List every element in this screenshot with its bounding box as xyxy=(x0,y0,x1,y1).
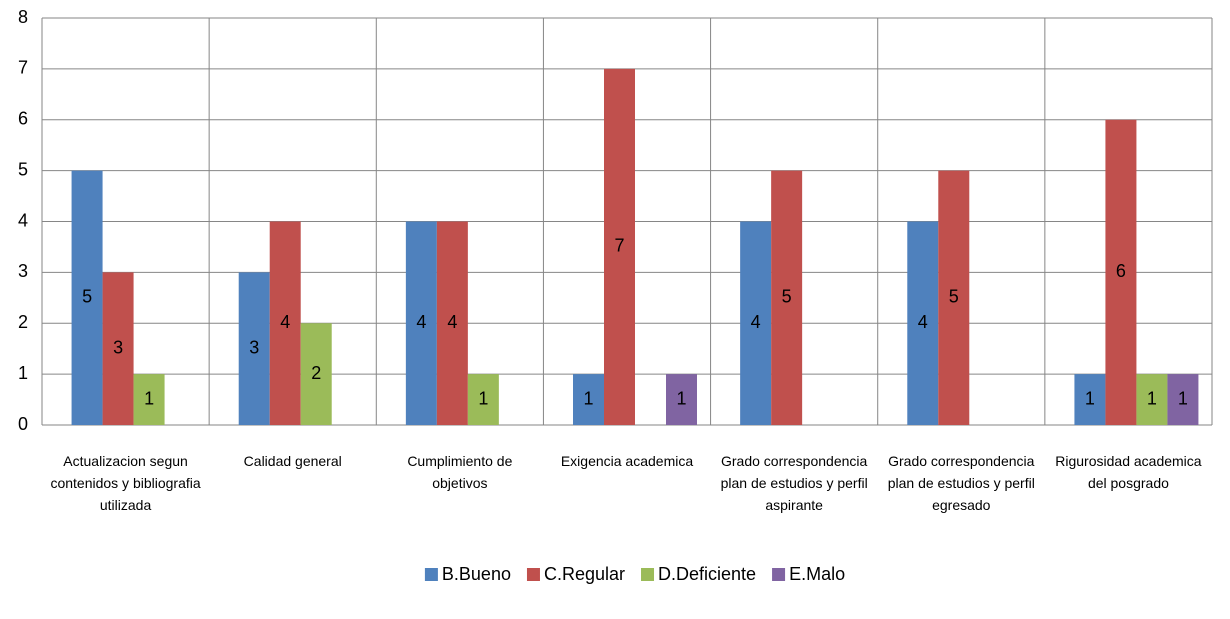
legend-swatch xyxy=(772,568,786,581)
data-label: 1 xyxy=(1147,388,1157,408)
bar xyxy=(133,374,165,425)
bar xyxy=(102,272,134,425)
bar xyxy=(436,221,468,425)
y-tick-label: 3 xyxy=(18,261,28,281)
data-label: 1 xyxy=(478,388,488,408)
y-tick-label: 7 xyxy=(18,58,28,78)
legend-label: C.Regular xyxy=(544,564,625,584)
data-label: 1 xyxy=(1085,388,1095,408)
y-tick-label: 8 xyxy=(18,7,28,27)
data-label: 4 xyxy=(918,312,928,332)
data-label: 3 xyxy=(113,337,123,357)
x-tick-label: Cumplimiento de objetivos xyxy=(407,453,512,491)
legend-label: D.Deficiente xyxy=(658,564,756,584)
x-tick-label: Exigencia academica xyxy=(561,453,694,469)
data-label: 3 xyxy=(249,337,259,357)
data-label: 1 xyxy=(676,388,686,408)
bar xyxy=(1167,374,1199,425)
data-label: 2 xyxy=(311,363,321,383)
data-label: 5 xyxy=(949,287,959,307)
bar xyxy=(269,221,301,425)
legend-label: B.Bueno xyxy=(442,564,511,584)
bar xyxy=(573,374,604,425)
y-tick-label: 4 xyxy=(18,210,28,230)
y-tick-label: 5 xyxy=(18,159,28,179)
data-label: 1 xyxy=(583,388,593,408)
data-label: 5 xyxy=(82,287,92,307)
data-label: 4 xyxy=(416,312,426,332)
bar xyxy=(1074,374,1106,425)
x-tick-label: Rigurosidad academica del posgrado xyxy=(1055,453,1202,491)
bar xyxy=(1105,119,1137,425)
bar xyxy=(604,68,635,425)
bar xyxy=(300,323,332,425)
bar xyxy=(771,170,803,425)
y-tick-label: 6 xyxy=(18,109,28,129)
data-label: 5 xyxy=(782,287,792,307)
bar xyxy=(405,221,437,425)
data-label: 1 xyxy=(144,388,154,408)
data-label: 4 xyxy=(447,312,457,332)
y-tick-label: 2 xyxy=(18,312,28,332)
data-label: 7 xyxy=(614,236,624,256)
bar xyxy=(938,170,970,425)
bar xyxy=(666,374,697,425)
bar xyxy=(1136,374,1168,425)
legend: B.Bueno C.Regular D.Deficiente E.Malo xyxy=(424,564,845,584)
data-label: 1 xyxy=(1178,388,1188,408)
x-tick-label: Actualizacion segun contenidos y bibliogr… xyxy=(50,453,200,513)
bar xyxy=(467,374,499,425)
bar xyxy=(71,170,103,425)
x-tick-label: Grado correspondencia plan de estudios y … xyxy=(888,453,1035,513)
data-label: 4 xyxy=(751,312,761,332)
y-tick-label: 0 xyxy=(18,414,28,434)
data-label: 6 xyxy=(1116,261,1126,281)
bar xyxy=(740,221,772,425)
y-tick-label: 1 xyxy=(18,363,28,383)
legend-swatch xyxy=(641,568,655,581)
bar xyxy=(238,272,270,425)
x-tick-label: Calidad general xyxy=(244,453,342,469)
data-label: 4 xyxy=(280,312,290,332)
legend-label: E.Malo xyxy=(789,564,845,584)
legend-swatch xyxy=(424,568,438,581)
x-tick-label: Grado correspondencia plan de estudios y … xyxy=(721,453,868,513)
legend-swatch xyxy=(526,568,540,581)
bar xyxy=(907,221,939,425)
